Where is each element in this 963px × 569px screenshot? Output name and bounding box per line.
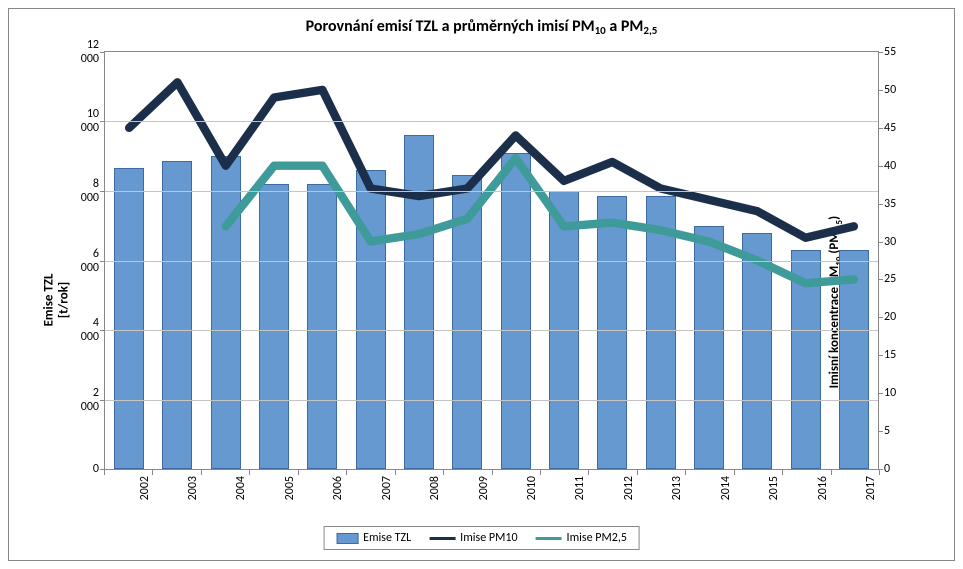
legend-item: Emise TZL <box>336 531 411 545</box>
y-right-tick-label: 10 <box>884 386 896 400</box>
y-left-tick-label: 10 000 <box>81 107 99 135</box>
y-left-tick-label: 6 000 <box>81 247 99 275</box>
y-right-tick-label: 45 <box>884 121 896 135</box>
x-tick-label: 2013 <box>670 476 684 500</box>
legend-label: Imise PM2,5 <box>567 531 627 545</box>
x-tick-label: 2015 <box>767 476 781 500</box>
y-right-tick-label: 15 <box>884 348 896 362</box>
x-tick-label: 2002 <box>138 476 152 500</box>
plot-area: 02 0004 0006 0008 00010 00012 0000510152… <box>104 51 879 470</box>
y-left-tick-label: 0 <box>93 462 99 476</box>
x-tick-label: 2011 <box>573 476 587 500</box>
y-left-tick-label: 8 000 <box>81 177 99 205</box>
gridline <box>105 330 878 331</box>
y-left-tick-label: 2 000 <box>81 386 99 414</box>
x-tick-label: 2010 <box>525 476 539 500</box>
gridline <box>105 261 878 262</box>
gridline <box>105 400 878 401</box>
x-tick-label: 2006 <box>331 476 345 500</box>
legend: Emise TZL Imise PM10 Imise PM2,5 <box>323 526 640 550</box>
x-tick-label: 2007 <box>380 476 394 500</box>
line-imise-pm25 <box>226 158 854 283</box>
chart-container: Porovnání emisí TZL a průměrných imisí P… <box>8 8 955 561</box>
x-tick-label: 2012 <box>622 476 636 500</box>
legend-swatch-line <box>536 537 562 540</box>
x-tick-label: 2014 <box>719 476 733 500</box>
gridline <box>105 121 878 122</box>
y-right-tick-label: 5 <box>884 424 890 438</box>
legend-swatch-line <box>429 537 455 540</box>
y-right-tick-label: 55 <box>884 45 896 59</box>
y-right-tick-label: 20 <box>884 310 896 324</box>
x-tick-label: 2008 <box>428 476 442 500</box>
y-left-tick-label: 12 000 <box>81 38 99 66</box>
x-tick-label: 2004 <box>234 476 248 500</box>
legend-label: Imise PM10 <box>460 531 517 545</box>
y-left-axis-title: Emise TZL [t/rok] <box>43 273 73 326</box>
y-right-tick-label: 0 <box>884 462 890 476</box>
legend-item: Imise PM10 <box>429 531 517 545</box>
y-right-tick-label: 40 <box>884 159 896 173</box>
x-tick-label: 2017 <box>864 476 878 500</box>
x-tick-label: 2009 <box>477 476 491 500</box>
x-tick-label: 2003 <box>186 476 200 500</box>
y-right-tick-label: 35 <box>884 197 896 211</box>
y-left-tick-label: 4 000 <box>81 316 99 344</box>
x-tick-label: 2005 <box>283 476 297 500</box>
legend-label: Emise TZL <box>363 531 411 545</box>
y-right-tick-label: 50 <box>884 83 896 97</box>
y-right-tick-label: 30 <box>884 235 896 249</box>
plot-wrap: 02 0004 0006 0008 00010 00012 0000510152… <box>104 51 879 470</box>
gridline <box>105 191 878 192</box>
legend-item: Imise PM2,5 <box>536 531 627 545</box>
y-right-tick-label: 25 <box>884 272 896 286</box>
chart-title: Porovnání emisí TZL a průměrných imisí P… <box>9 9 954 36</box>
x-tick-label: 2016 <box>816 476 830 500</box>
legend-swatch-bar <box>336 533 358 544</box>
